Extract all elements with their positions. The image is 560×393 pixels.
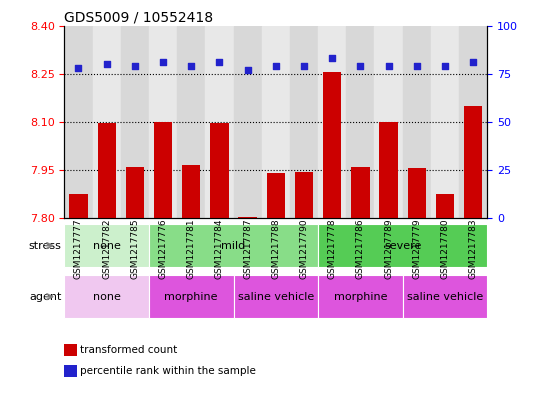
Bar bbox=[464, 106, 482, 218]
Bar bbox=[267, 173, 285, 218]
Bar bbox=[318, 224, 487, 267]
Text: GSM1217787: GSM1217787 bbox=[243, 218, 252, 279]
Bar bbox=[431, 26, 459, 218]
Bar bbox=[206, 26, 234, 218]
Point bbox=[102, 61, 111, 67]
Bar bbox=[262, 26, 290, 218]
Text: GSM1217778: GSM1217778 bbox=[328, 218, 337, 279]
Bar bbox=[92, 26, 121, 218]
Point bbox=[412, 63, 421, 69]
Point bbox=[271, 63, 280, 69]
Text: mild: mild bbox=[221, 241, 246, 251]
Bar bbox=[346, 26, 375, 218]
Point bbox=[158, 59, 167, 65]
Bar bbox=[318, 275, 403, 318]
Bar bbox=[379, 122, 398, 218]
Bar bbox=[234, 26, 262, 218]
Bar bbox=[403, 26, 431, 218]
Point bbox=[215, 59, 224, 65]
Text: none: none bbox=[93, 292, 120, 302]
Text: GSM1217786: GSM1217786 bbox=[356, 218, 365, 279]
Text: GSM1217783: GSM1217783 bbox=[469, 218, 478, 279]
Bar bbox=[121, 26, 149, 218]
Text: percentile rank within the sample: percentile rank within the sample bbox=[80, 366, 255, 376]
Bar bbox=[154, 122, 172, 218]
Text: GSM1217789: GSM1217789 bbox=[384, 218, 393, 279]
Bar bbox=[295, 172, 313, 218]
Point bbox=[356, 63, 365, 69]
Text: stress: stress bbox=[29, 241, 62, 251]
Bar bbox=[125, 167, 144, 218]
Bar bbox=[323, 72, 342, 218]
Bar bbox=[149, 224, 318, 267]
Bar bbox=[408, 168, 426, 218]
Bar bbox=[436, 194, 454, 218]
Bar bbox=[403, 275, 487, 318]
Text: GSM1217776: GSM1217776 bbox=[158, 218, 167, 279]
Bar bbox=[64, 275, 149, 318]
Bar bbox=[149, 26, 177, 218]
Bar bbox=[64, 26, 92, 218]
Point bbox=[130, 63, 139, 69]
Bar bbox=[149, 275, 234, 318]
Bar bbox=[97, 123, 116, 218]
Bar bbox=[177, 26, 206, 218]
Text: morphine: morphine bbox=[165, 292, 218, 302]
Text: severe: severe bbox=[384, 241, 421, 251]
Text: GSM1217790: GSM1217790 bbox=[300, 218, 309, 279]
Point bbox=[328, 55, 337, 61]
Bar bbox=[290, 26, 318, 218]
Text: morphine: morphine bbox=[334, 292, 387, 302]
Text: GSM1217784: GSM1217784 bbox=[215, 218, 224, 279]
Point bbox=[74, 65, 83, 71]
Point bbox=[384, 63, 393, 69]
Bar bbox=[459, 26, 487, 218]
Bar bbox=[318, 26, 346, 218]
Text: GSM1217781: GSM1217781 bbox=[186, 218, 196, 279]
Bar bbox=[182, 165, 200, 218]
Text: GSM1217777: GSM1217777 bbox=[74, 218, 83, 279]
Point bbox=[243, 67, 252, 73]
Bar bbox=[210, 123, 228, 218]
Text: GDS5009 / 10552418: GDS5009 / 10552418 bbox=[64, 10, 213, 24]
Bar bbox=[239, 217, 257, 218]
Text: GSM1217785: GSM1217785 bbox=[130, 218, 139, 279]
Text: none: none bbox=[93, 241, 120, 251]
Bar bbox=[351, 167, 370, 218]
Bar bbox=[234, 275, 318, 318]
Text: GSM1217780: GSM1217780 bbox=[440, 218, 450, 279]
Text: GSM1217779: GSM1217779 bbox=[412, 218, 421, 279]
Text: GSM1217788: GSM1217788 bbox=[271, 218, 281, 279]
Bar bbox=[69, 194, 88, 218]
Text: agent: agent bbox=[29, 292, 62, 302]
Point bbox=[187, 63, 196, 69]
Bar bbox=[64, 224, 149, 267]
Point bbox=[469, 59, 478, 65]
Text: transformed count: transformed count bbox=[80, 345, 177, 355]
Point bbox=[440, 63, 449, 69]
Point bbox=[300, 63, 309, 69]
Bar bbox=[375, 26, 403, 218]
Text: saline vehicle: saline vehicle bbox=[407, 292, 483, 302]
Text: GSM1217782: GSM1217782 bbox=[102, 218, 111, 279]
Text: saline vehicle: saline vehicle bbox=[237, 292, 314, 302]
